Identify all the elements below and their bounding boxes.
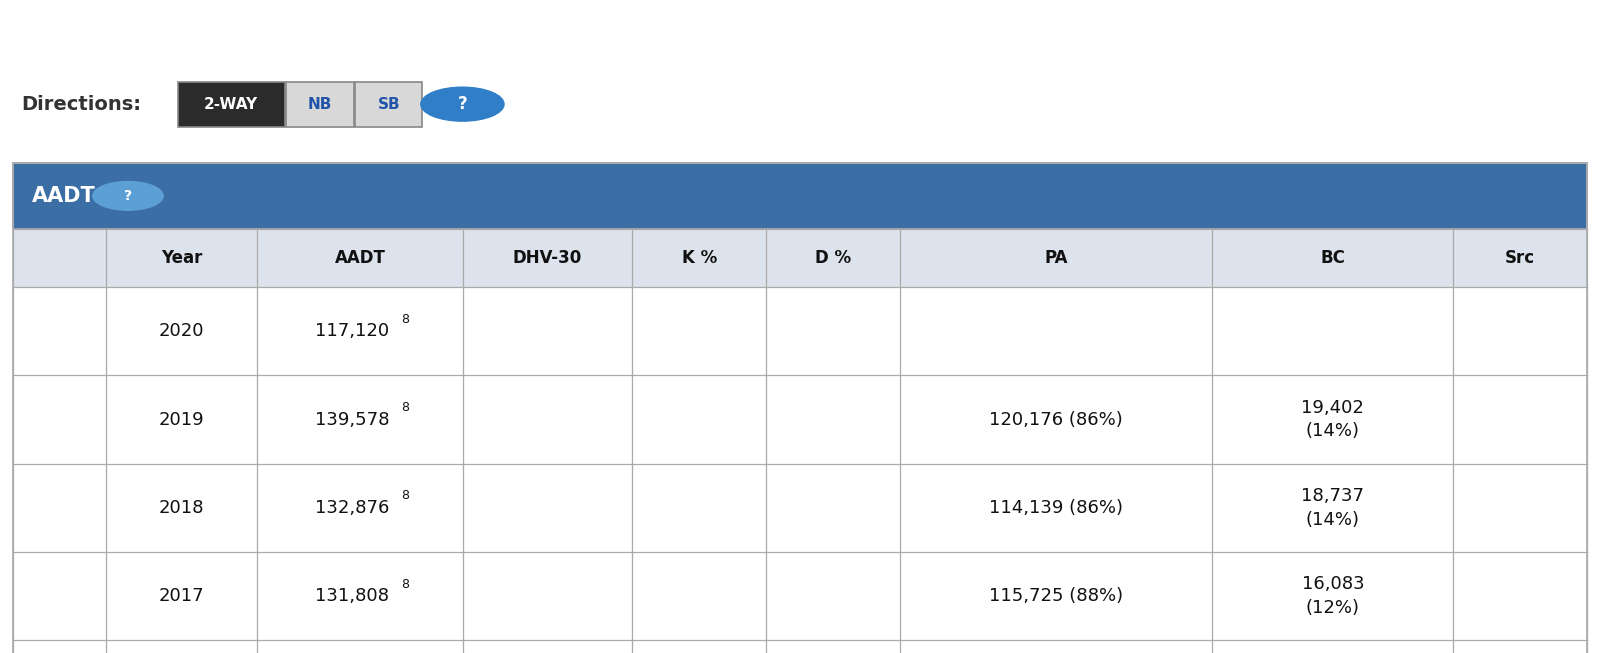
Bar xyxy=(13,229,1587,287)
Text: 19,402
(14%): 19,402 (14%) xyxy=(1301,399,1365,440)
Text: 8: 8 xyxy=(400,402,408,414)
Text: 18,737
(14%): 18,737 (14%) xyxy=(1301,487,1365,528)
Text: AADT: AADT xyxy=(32,186,96,206)
Text: 114,139 (86%): 114,139 (86%) xyxy=(989,499,1123,517)
Bar xyxy=(13,640,1587,653)
Circle shape xyxy=(421,88,504,121)
Text: 16,083
(12%): 16,083 (12%) xyxy=(1301,575,1365,616)
Text: 2020: 2020 xyxy=(158,323,205,340)
Text: ?: ? xyxy=(458,95,467,113)
Bar xyxy=(13,375,1587,464)
Bar xyxy=(13,464,1587,552)
Text: NB: NB xyxy=(307,97,333,112)
Text: 120,176 (86%): 120,176 (86%) xyxy=(989,411,1123,428)
Text: 8: 8 xyxy=(400,578,408,590)
Text: 131,808: 131,808 xyxy=(315,587,389,605)
FancyBboxPatch shape xyxy=(355,82,422,127)
Text: Year: Year xyxy=(160,249,202,267)
Circle shape xyxy=(93,182,163,210)
Text: AADT: AADT xyxy=(334,249,386,267)
Text: 117,120: 117,120 xyxy=(315,323,389,340)
Text: ?: ? xyxy=(123,189,133,203)
Text: Directions:: Directions: xyxy=(21,95,141,114)
FancyBboxPatch shape xyxy=(286,82,354,127)
Bar xyxy=(13,552,1587,640)
Text: K %: K % xyxy=(682,249,717,267)
Text: 8: 8 xyxy=(400,490,408,502)
Bar xyxy=(13,163,1587,229)
FancyBboxPatch shape xyxy=(178,82,285,127)
Text: DHV-30: DHV-30 xyxy=(512,249,582,267)
Text: 132,876: 132,876 xyxy=(315,499,389,517)
Text: BC: BC xyxy=(1320,249,1346,267)
Text: 115,725 (88%): 115,725 (88%) xyxy=(989,587,1123,605)
Text: 2017: 2017 xyxy=(158,587,205,605)
Text: PA: PA xyxy=(1045,249,1067,267)
Text: 2-WAY: 2-WAY xyxy=(205,97,258,112)
Text: 2019: 2019 xyxy=(158,411,205,428)
Bar xyxy=(13,287,1587,375)
Text: D %: D % xyxy=(814,249,851,267)
Text: SB: SB xyxy=(378,97,400,112)
Text: 8: 8 xyxy=(400,313,408,326)
Text: 139,578: 139,578 xyxy=(315,411,389,428)
Text: Src: Src xyxy=(1506,249,1536,267)
Text: 2018: 2018 xyxy=(158,499,205,517)
